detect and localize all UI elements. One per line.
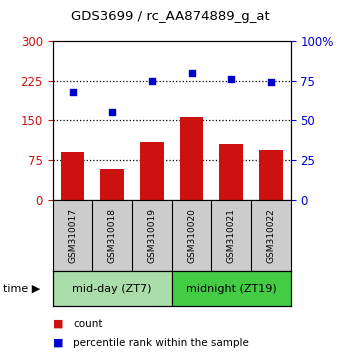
Bar	[140, 142, 164, 200]
Bar	[259, 149, 283, 200]
Text: GSM310021: GSM310021	[227, 208, 236, 263]
Text: time ▶: time ▶	[3, 284, 41, 293]
Bar	[100, 169, 124, 200]
Point	[189, 70, 194, 75]
Text: ■: ■	[53, 338, 63, 348]
Text: ■: ■	[53, 319, 63, 329]
Text: GSM310017: GSM310017	[68, 208, 77, 263]
Point	[149, 78, 155, 83]
Text: GSM310019: GSM310019	[147, 208, 156, 263]
Text: midnight (ZT19): midnight (ZT19)	[186, 284, 276, 293]
Text: GSM310018: GSM310018	[108, 208, 117, 263]
Text: GSM310022: GSM310022	[266, 208, 275, 263]
Bar	[53, 271, 172, 306]
Text: GDS3699 / rc_AA874889_g_at: GDS3699 / rc_AA874889_g_at	[71, 10, 269, 23]
Bar	[172, 271, 291, 306]
Text: mid-day (ZT7): mid-day (ZT7)	[72, 284, 152, 293]
Text: count: count	[73, 319, 103, 329]
Point	[109, 110, 115, 115]
Text: GSM310020: GSM310020	[187, 208, 196, 263]
Point	[70, 89, 75, 95]
Point	[268, 79, 274, 85]
Bar	[61, 152, 84, 200]
Bar	[180, 116, 203, 200]
Point	[228, 76, 234, 82]
Text: percentile rank within the sample: percentile rank within the sample	[73, 338, 249, 348]
Bar	[219, 144, 243, 200]
